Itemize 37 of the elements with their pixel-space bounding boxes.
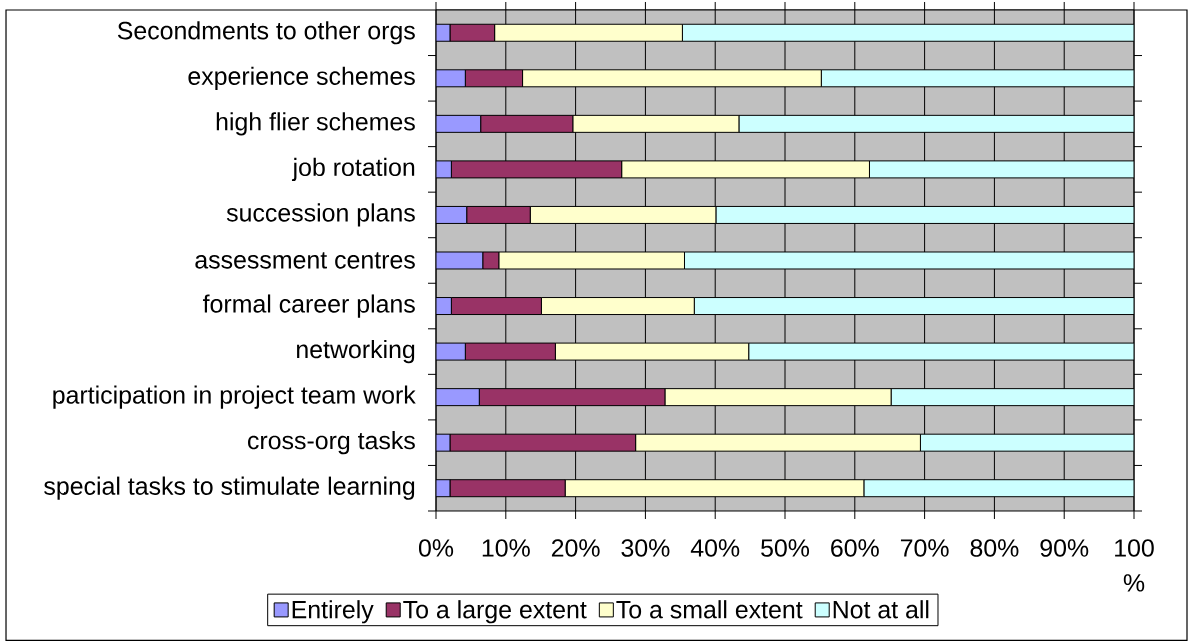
y-tick-label: experience schemes	[188, 66, 415, 90]
legend-label: Entirely	[292, 600, 374, 624]
x-tick-label: 70%	[900, 539, 949, 557]
y-tick-label: succession plans	[226, 203, 415, 227]
bar	[738, 114, 1135, 133]
x-tick-label: 10%	[482, 539, 530, 557]
y-tick-label: Secondments to other orgs	[117, 21, 415, 45]
x-tick-label: 60%	[831, 539, 879, 557]
y-tick-label: special tasks to stimulate learning	[44, 476, 415, 500]
y-tick-label: assessment centres	[195, 252, 415, 269]
legend-label: To a small extent	[616, 600, 803, 619]
legend-label: Not at all	[833, 600, 929, 619]
y-tick-label: cross-org tasks	[248, 431, 415, 455]
x-tick-label: 30%	[621, 539, 670, 557]
x-tick-label: 0%	[418, 539, 454, 557]
y-tick-label: formal career plans	[202, 294, 415, 318]
bar	[681, 23, 1135, 42]
x-tick-label: 40%	[690, 539, 740, 557]
y-tick-label: job rotation	[291, 157, 415, 182]
x-tick-label: 50%	[761, 539, 810, 557]
bar	[715, 205, 1135, 224]
bar	[863, 479, 1135, 498]
bar	[820, 69, 1135, 88]
bar	[436, 114, 482, 133]
legend-label: To a large extent	[403, 600, 587, 624]
x-tick-label: 20%	[551, 539, 600, 557]
y-tick-label: networking	[297, 339, 415, 364]
x-tick-label: 80%	[970, 539, 1019, 557]
bar	[436, 69, 466, 88]
bar	[890, 388, 1135, 407]
bar	[919, 433, 1135, 452]
x-tick-label: 90%	[1040, 539, 1089, 557]
x-tick-label: 100 %	[1115, 539, 1154, 592]
y-tick-label: participation in project team work	[53, 385, 416, 409]
bar	[693, 297, 1135, 316]
y-tick-label: high flier schemes	[216, 112, 415, 136]
bar	[436, 388, 480, 407]
